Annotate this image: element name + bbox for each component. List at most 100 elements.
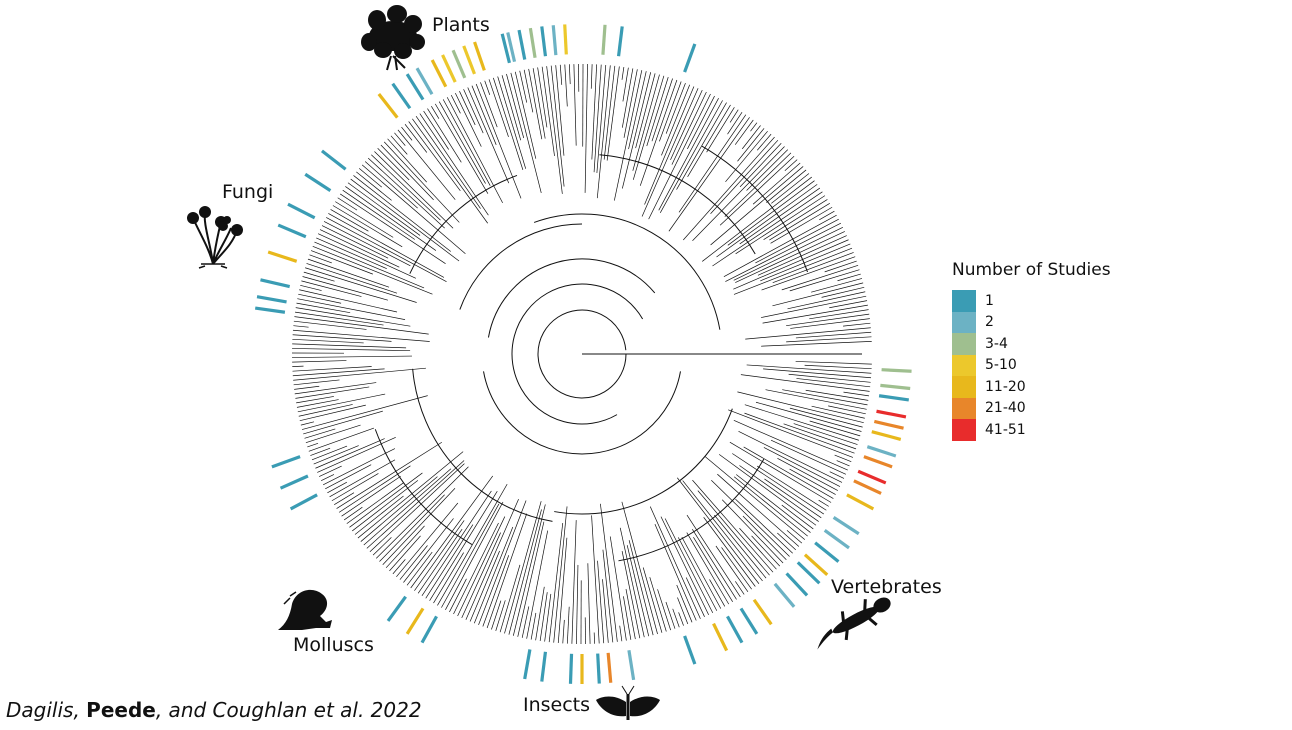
tree-tip-branch	[745, 327, 871, 340]
tree-tip-branch	[469, 550, 500, 622]
tree-tip-branch	[728, 409, 854, 458]
tree-tip-branch	[603, 65, 616, 160]
legend-swatch	[952, 311, 976, 333]
tree-tip-branch	[366, 460, 465, 549]
tree-tip-branch	[532, 68, 546, 139]
tree-tip-branch	[519, 70, 528, 103]
legend-swatch	[952, 354, 976, 376]
tree-tip-branch	[478, 500, 527, 626]
tree-tip-branch	[354, 495, 404, 535]
study-count-bar	[517, 29, 527, 60]
tree-tip-branch	[394, 132, 406, 146]
tree-tip-branch	[499, 564, 521, 633]
tree-tip-branch	[704, 456, 806, 540]
study-count-bar	[260, 278, 291, 289]
tree-tip-branch	[671, 91, 707, 165]
tree-tip-branch	[735, 231, 845, 283]
tree-tip-branch	[360, 476, 438, 542]
tree-tip-branch	[619, 625, 623, 642]
tree-tip-branch	[292, 368, 385, 377]
tree-tip-branch	[621, 551, 641, 639]
tree-tip-branch	[777, 532, 797, 551]
tree-tip-branch	[345, 186, 437, 251]
tree-internal-arc	[412, 368, 553, 522]
tree-tip-branch	[297, 298, 406, 320]
legend-swatch	[952, 419, 976, 441]
study-count-bar	[773, 582, 796, 608]
tree-internal-arc	[618, 458, 765, 562]
citation: Dagilis, Peede, and Coughlan et al. 2022	[6, 698, 422, 722]
insects-label: Insects	[523, 694, 591, 716]
study-count-bar	[540, 651, 548, 682]
tree-tip-branch	[591, 515, 600, 644]
citation-author-1: Dagilis	[6, 698, 74, 722]
tree-tip-branch	[739, 143, 782, 188]
tree-tip-branch	[300, 421, 315, 426]
tree-tip-branch	[787, 291, 866, 310]
tree-tip-branch	[715, 545, 749, 593]
tree-tip-branch	[591, 64, 598, 160]
tree-tip-branch	[741, 125, 761, 150]
study-count-bar	[881, 368, 912, 373]
tree-tip-branch	[789, 407, 863, 428]
tree-tip-branch	[377, 147, 410, 181]
tree-tip-branch	[717, 473, 800, 547]
study-count-bar	[540, 26, 548, 57]
tree-tip-branch	[415, 115, 481, 209]
tree-tip-branch	[455, 92, 482, 147]
tree-tip-branch	[301, 395, 428, 430]
tree-tip-branch	[793, 423, 858, 445]
tree-tip-branch	[364, 161, 418, 209]
tree-tip-branch	[346, 482, 404, 524]
tree-tip-branch	[292, 360, 347, 363]
tree-tip-branch	[421, 490, 492, 597]
tree-tip-branch	[427, 108, 462, 163]
tree-tip-branch	[352, 480, 419, 532]
tree-tip-branch	[687, 95, 715, 150]
tree-tip-branch	[772, 282, 864, 307]
tree-tip-branch	[330, 209, 369, 232]
tree-tip-branch	[331, 473, 379, 502]
tree-tip-branch	[379, 494, 445, 562]
study-count-bar	[785, 572, 809, 597]
tree-tip-branch	[678, 114, 747, 213]
tree-tip-branch	[623, 69, 638, 138]
tree-tip-branch	[308, 427, 375, 452]
tree-tip-branch	[406, 551, 433, 586]
study-count-bar	[405, 607, 425, 635]
tree-tip-branch	[676, 584, 693, 623]
study-count-bar	[880, 383, 911, 391]
tree-tip-branch	[596, 65, 611, 199]
tree-tip-branch	[795, 361, 872, 365]
tree-tip-branch	[292, 334, 392, 342]
citation-author-2: Peede	[86, 698, 156, 722]
tree-tip-branch	[692, 146, 785, 242]
tree-tip-branch	[677, 537, 718, 611]
tree-tip-branch	[834, 454, 852, 463]
tree-tip-branch	[361, 164, 466, 254]
study-count-bar	[871, 430, 902, 441]
tree-tip-branch	[804, 364, 872, 370]
tree-tip-branch	[649, 577, 667, 632]
tree-tip-branch	[310, 250, 373, 275]
tree-internal-arc	[459, 223, 583, 310]
tree-tip-branch	[784, 159, 798, 171]
tree-tip-branch	[752, 162, 801, 205]
tree-tip-branch	[304, 428, 336, 439]
tree-tip-branch	[584, 64, 588, 193]
tree-tip-branch	[369, 463, 465, 553]
tree-tip-branch	[590, 64, 593, 89]
tree-tip-branch	[829, 471, 845, 479]
tree-tip-branch	[555, 65, 565, 156]
study-count-bar	[254, 306, 286, 314]
tree-tip-branch	[300, 284, 322, 291]
tree-tip-branch	[410, 475, 494, 589]
study-count-bar	[873, 419, 904, 430]
tree-tip-branch	[750, 122, 758, 132]
tree-tip-branch	[746, 364, 872, 374]
tree-internal-arc	[487, 258, 656, 338]
tree-tip-branch	[371, 154, 441, 221]
tree-tip-branch	[328, 213, 445, 278]
tree-tip-branch	[687, 104, 731, 178]
tree-tip-branch	[493, 77, 524, 170]
